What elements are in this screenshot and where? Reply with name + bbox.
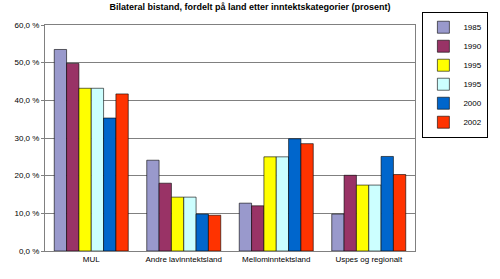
svg-text:MUL: MUL: [83, 255, 100, 264]
svg-text:20,0 %: 20,0 %: [14, 171, 39, 180]
svg-text:1995: 1995: [463, 61, 481, 70]
svg-text:30,0 %: 30,0 %: [14, 134, 39, 143]
svg-text:Uspes og regionalt: Uspes og regionalt: [335, 255, 402, 264]
svg-text:50,0 %: 50,0 %: [14, 58, 39, 67]
svg-text:Bilateral bistand, fordelt på: Bilateral bistand, fordelt på land etter…: [109, 2, 390, 12]
svg-text:1995: 1995: [463, 80, 481, 89]
svg-text:10,0 %: 10,0 %: [14, 209, 39, 218]
svg-text:0,0 %: 0,0 %: [19, 247, 39, 256]
svg-text:60,0 %: 60,0 %: [14, 21, 39, 30]
svg-text:40,0 %: 40,0 %: [14, 96, 39, 105]
svg-text:Mellominntektsland: Mellominntektsland: [242, 255, 310, 264]
svg-text:2000: 2000: [463, 99, 481, 108]
svg-text:2002: 2002: [463, 118, 481, 127]
svg-text:Andre lavinntektsland: Andre lavinntektsland: [146, 255, 223, 264]
svg-text:1985: 1985: [463, 23, 481, 32]
svg-text:1990: 1990: [463, 42, 481, 51]
